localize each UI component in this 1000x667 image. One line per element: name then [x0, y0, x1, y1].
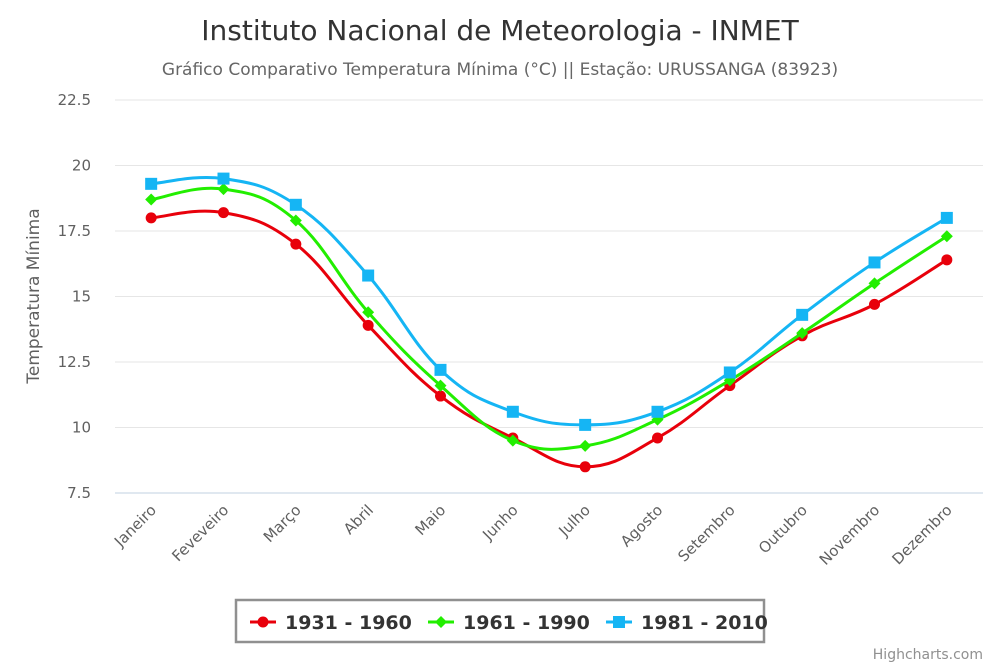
- data-point[interactable]: [218, 207, 229, 219]
- data-point[interactable]: [723, 366, 736, 379]
- data-point[interactable]: [868, 277, 881, 290]
- y-tick-label: 22.5: [58, 91, 91, 109]
- x-tick-label: Janeiro: [110, 501, 160, 551]
- data-point[interactable]: [145, 193, 158, 206]
- chart-title: Instituto Nacional de Meteorologia - INM…: [201, 14, 799, 47]
- series-0: [145, 207, 953, 473]
- x-tick-label: Junho: [478, 501, 521, 544]
- y-axis-ticks: 7.5 10 12.5 15 17.5 20 22.5: [58, 91, 91, 502]
- legend-box: [234, 598, 766, 644]
- data-point[interactable]: [940, 230, 953, 243]
- y-tick-label: 15: [72, 288, 91, 306]
- data-point[interactable]: [435, 390, 446, 402]
- legend-symbol: [257, 616, 269, 628]
- x-tick-label: Feveveiro: [168, 501, 232, 565]
- data-point[interactable]: [506, 405, 519, 418]
- series-2: [145, 172, 953, 431]
- data-point[interactable]: [362, 319, 374, 331]
- series-group: [145, 172, 953, 473]
- x-tick-label: Setembro: [674, 501, 738, 565]
- y-tick-label: 20: [72, 157, 91, 175]
- data-point[interactable]: [940, 211, 953, 224]
- data-point[interactable]: [868, 256, 881, 269]
- x-axis-ticks: Janeiro Feveveiro Março Abril Maio Junho Julho…: [110, 501, 956, 569]
- data-point[interactable]: [869, 298, 880, 310]
- data-point[interactable]: [289, 198, 302, 211]
- data-point[interactable]: [506, 434, 519, 447]
- data-point[interactable]: [434, 379, 447, 392]
- grid: [115, 99, 983, 494]
- y-tick-label: 10: [72, 419, 91, 437]
- legend: 1931 - 1960 1961 - 1990 1981 - 2010: [250, 612, 768, 634]
- data-point[interactable]: [362, 269, 375, 282]
- x-tick-label: Novembro: [816, 501, 884, 569]
- data-point[interactable]: [941, 254, 953, 266]
- x-tick-label: Maio: [412, 501, 450, 539]
- data-point[interactable]: [290, 238, 302, 250]
- data-point[interactable]: [145, 212, 157, 224]
- data-point[interactable]: [217, 183, 230, 196]
- chart-subtitle: Gráfico Comparativo Temperatura Mínima (…: [162, 60, 838, 80]
- legend-item[interactable]: 1981 - 2010: [606, 612, 768, 634]
- x-tick-label: Agosto: [617, 501, 666, 550]
- data-point[interactable]: [579, 418, 592, 431]
- data-point[interactable]: [362, 306, 375, 319]
- x-tick-label: Abril: [340, 501, 377, 538]
- x-tick-label: Dezembro: [888, 501, 955, 568]
- data-point[interactable]: [651, 405, 664, 418]
- legend-item[interactable]: 1931 - 1960: [250, 612, 412, 634]
- legend-label: 1981 - 2010: [641, 612, 768, 634]
- legend-symbol: [613, 616, 625, 628]
- series-line[interactable]: [151, 175, 948, 427]
- data-point[interactable]: [796, 327, 809, 340]
- y-axis-title: Temperatura Mínima: [24, 208, 44, 384]
- data-point[interactable]: [434, 363, 447, 376]
- x-tick-label: Outubro: [755, 501, 811, 557]
- legend-symbol: [435, 616, 447, 628]
- y-tick-label: 7.5: [67, 484, 91, 502]
- series-line[interactable]: [151, 209, 948, 469]
- credits-link[interactable]: Highcharts.com: [873, 647, 983, 663]
- y-tick-label: 12.5: [58, 353, 91, 371]
- data-point[interactable]: [652, 432, 663, 444]
- data-point[interactable]: [289, 214, 302, 227]
- x-tick-label: Março: [260, 501, 305, 546]
- legend-label: 1961 - 1990: [463, 612, 590, 634]
- data-point[interactable]: [579, 439, 592, 452]
- y-tick-label: 17.5: [58, 222, 91, 240]
- data-point[interactable]: [796, 308, 809, 321]
- series-1: [145, 183, 953, 452]
- legend-label: 1931 - 1960: [285, 612, 412, 634]
- data-point[interactable]: [579, 461, 591, 473]
- legend-item[interactable]: 1961 - 1990: [428, 612, 590, 634]
- x-tick-label: Julho: [555, 501, 594, 540]
- data-point[interactable]: [145, 177, 158, 190]
- data-point[interactable]: [217, 172, 230, 185]
